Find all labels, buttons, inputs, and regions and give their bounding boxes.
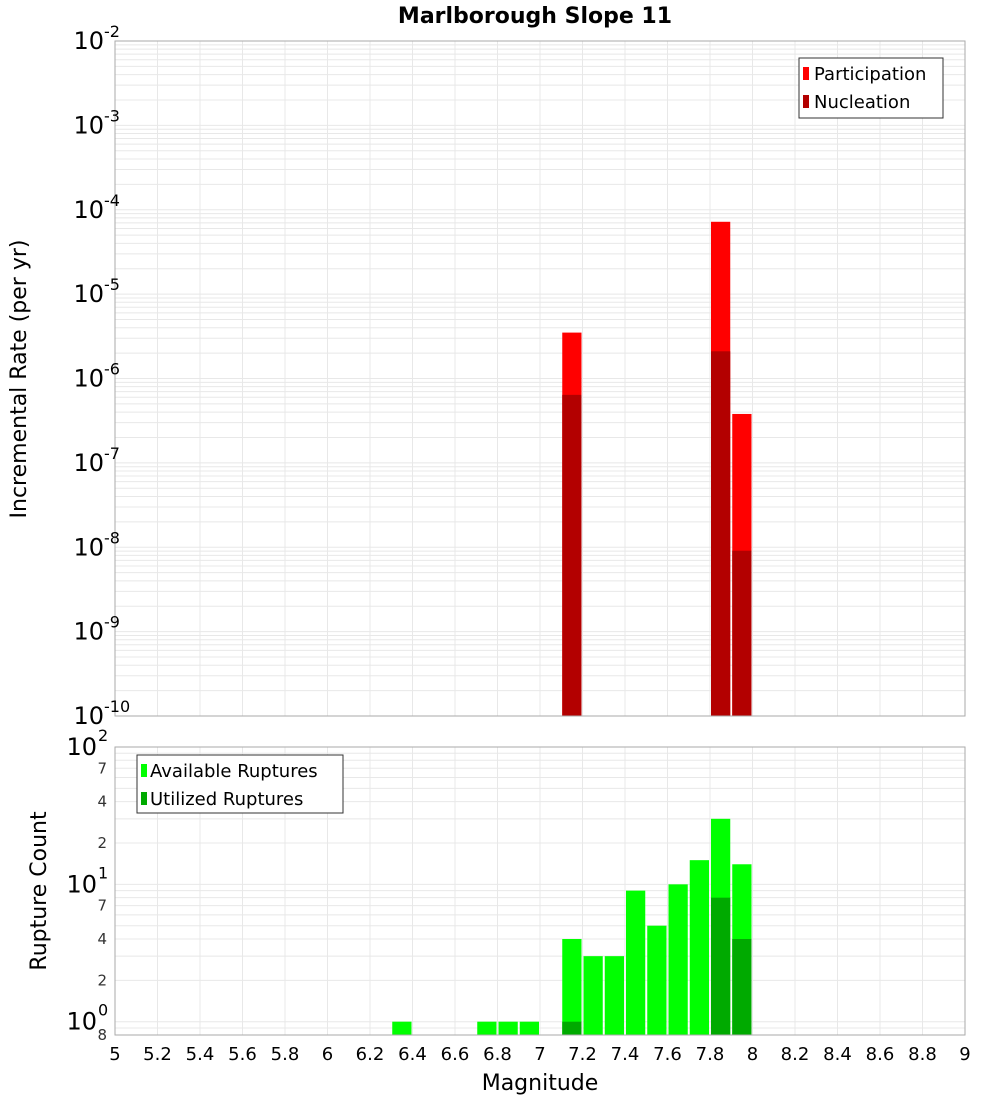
- y-tick-exponent: -3: [104, 106, 120, 125]
- legend-nucleation[interactable]: Nucleation: [814, 92, 910, 113]
- y-tick-exponent: 1: [98, 863, 108, 882]
- x-tick-label: 6.2: [356, 1044, 385, 1065]
- bar: [604, 956, 624, 1035]
- rate-y-axis-ticks: 10-210-310-410-510-610-710-810-910-10: [73, 22, 130, 730]
- bar: [732, 550, 752, 716]
- x-tick-label: 8.4: [823, 1044, 852, 1065]
- x-tick-label: 6.6: [441, 1044, 470, 1065]
- y-tick-label: 10: [73, 702, 104, 730]
- count-bars: [392, 818, 752, 1035]
- y-tick-label: 10: [73, 618, 104, 646]
- x-tick-label: 8.6: [866, 1044, 895, 1065]
- bar: [711, 351, 731, 716]
- y-tick-exponent: -4: [104, 191, 120, 210]
- y-tick-label: 10: [73, 449, 104, 477]
- y-tick-exponent: -8: [104, 528, 120, 547]
- x-tick-label: 5.6: [228, 1044, 257, 1065]
- y-minor-tick-label: 2: [97, 971, 107, 989]
- y-tick-label: 10: [73, 533, 104, 561]
- x-tick-label: 8.2: [781, 1044, 810, 1065]
- x-tick-label: 8.8: [908, 1044, 937, 1065]
- rate-grid: [114, 40, 966, 717]
- bar: [626, 890, 646, 1035]
- y-tick-label: 10: [66, 870, 97, 898]
- legend-utilized-ruptures[interactable]: Utilized Ruptures: [150, 789, 303, 810]
- x-tick-label: 7.6: [653, 1044, 682, 1065]
- bar: [647, 925, 667, 1035]
- bar: [689, 860, 709, 1035]
- count-plot-frame: [114, 746, 966, 1036]
- x-tick-label: 7.2: [568, 1044, 597, 1065]
- x-tick-label: 6.8: [483, 1044, 512, 1065]
- x-tick-label: 7.8: [696, 1044, 725, 1065]
- y-minor-tick-label: 4: [97, 793, 107, 811]
- legend-available-ruptures[interactable]: Available Ruptures: [150, 761, 318, 782]
- rate-panel: 10-210-310-410-510-610-710-810-910-10 In…: [7, 22, 966, 730]
- bar: [732, 939, 752, 1035]
- x-tick-label: 7: [534, 1044, 545, 1065]
- y-tick-exponent: -9: [104, 613, 120, 632]
- magnitude-x-axis-ticks: 5 5.2 5.4 5.6 5.8 6 6.2 6.4 6.6 6.8 7 7.2 7.4 7.6 7.8 8…: [109, 1044, 970, 1065]
- y-tick-exponent: -6: [104, 360, 120, 379]
- y-tick-label: 10: [66, 1008, 97, 1036]
- x-tick-label: 7.4: [611, 1044, 640, 1065]
- y-minor-tick-label: 2: [97, 834, 107, 852]
- x-axis-label: Magnitude: [482, 1071, 599, 1096]
- x-tick-label: 5.2: [143, 1044, 172, 1065]
- y-tick-exponent: -5: [104, 275, 120, 294]
- bar: [562, 394, 582, 716]
- rate-legend[interactable]: Participation Nucleation: [798, 57, 944, 119]
- utilized-swatch-icon: [141, 792, 147, 805]
- available-swatch-icon: [141, 764, 147, 777]
- bar: [498, 1021, 518, 1035]
- participation-swatch-icon: [803, 67, 809, 80]
- y-tick-exponent: 2: [98, 726, 108, 745]
- count-grid: [114, 746, 966, 1036]
- x-tick-label: 5: [109, 1044, 120, 1065]
- y-tick-label: 10: [73, 111, 104, 139]
- y-tick-exponent: -7: [104, 444, 120, 463]
- y-tick-exponent: 0: [98, 1001, 108, 1020]
- y-minor-tick-label: 8: [97, 1026, 107, 1044]
- x-tick-label: 9: [959, 1044, 970, 1065]
- bar: [562, 939, 582, 1035]
- x-tick-label: 8: [747, 1044, 758, 1065]
- y-minor-tick-label: 7: [97, 897, 107, 915]
- y-tick-label: 10: [73, 196, 104, 224]
- y-tick-exponent: -2: [104, 22, 120, 41]
- rate-plot-frame: [114, 40, 966, 717]
- y-minor-tick-label: 4: [97, 930, 107, 948]
- bar: [668, 884, 688, 1035]
- bar: [519, 1021, 539, 1035]
- bar: [711, 897, 731, 1035]
- x-tick-label: 6: [322, 1044, 333, 1065]
- rate-y-axis-label: Incremental Rate (per yr): [7, 240, 32, 519]
- x-tick-label: 5.4: [186, 1044, 215, 1065]
- bar: [392, 1021, 412, 1035]
- x-tick-label: 6.4: [398, 1044, 427, 1065]
- rate-legend-box: [798, 57, 944, 119]
- count-legend-box: [136, 754, 344, 814]
- count-y-axis-label: Rupture Count: [27, 811, 52, 971]
- nucleation-swatch-icon: [803, 95, 809, 108]
- legend-participation[interactable]: Participation: [814, 64, 926, 85]
- y-minor-tick-label: 7: [97, 759, 107, 777]
- count-legend[interactable]: Available Ruptures Utilized Ruptures: [136, 754, 344, 814]
- y-tick-label: 10: [73, 280, 104, 308]
- y-tick-label: 10: [73, 365, 104, 393]
- rate-bars: [562, 221, 752, 716]
- y-tick-label: 10: [66, 733, 97, 761]
- chart-title: Marlborough Slope 11: [398, 4, 672, 29]
- x-tick-label: 5.8: [271, 1044, 300, 1065]
- y-tick-label: 10: [73, 27, 104, 55]
- bar: [477, 1021, 497, 1035]
- bar: [562, 1021, 582, 1035]
- bar: [583, 956, 603, 1035]
- y-tick-exponent: -10: [104, 697, 130, 716]
